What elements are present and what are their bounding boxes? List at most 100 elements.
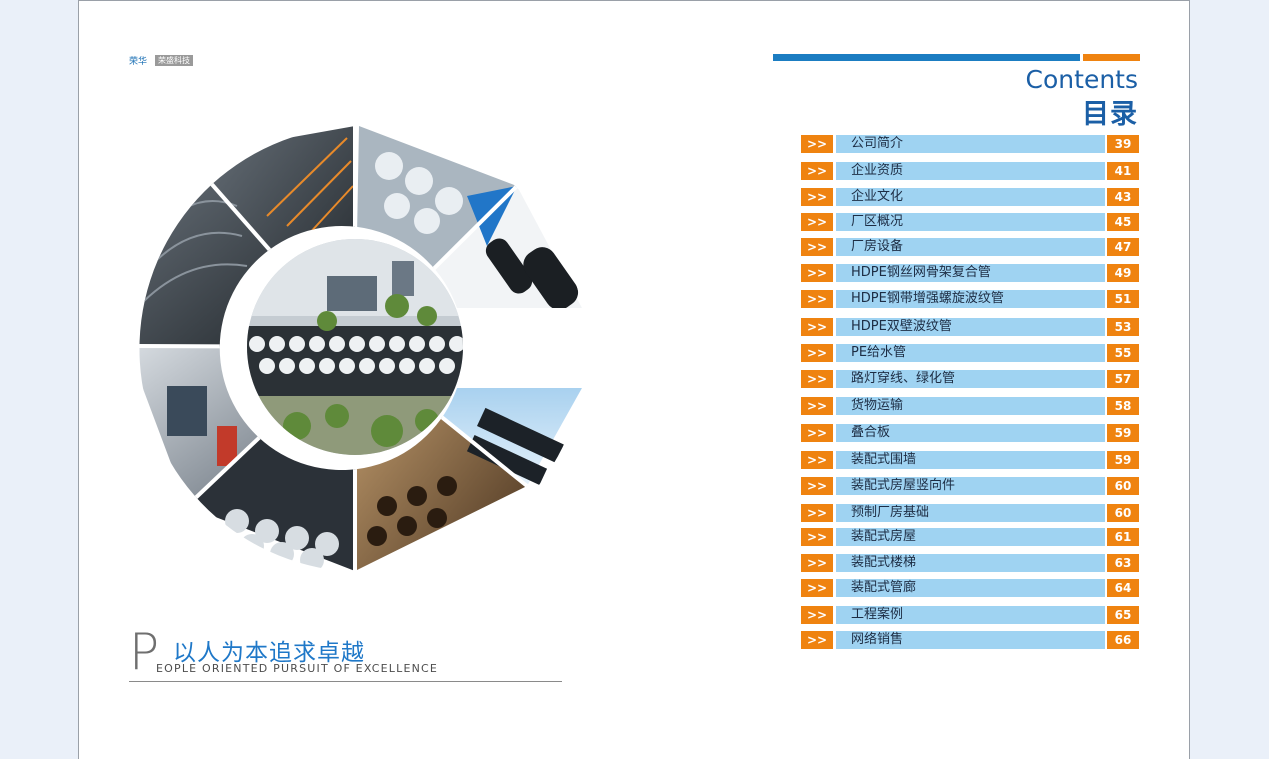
contents-title-chinese: 目录 [1082, 99, 1138, 130]
toc-page-number: 45 [1107, 213, 1139, 231]
toc-row[interactable]: >> HDPE钢丝网骨架复合管 49 [801, 264, 1139, 282]
toc-bar [836, 213, 1105, 231]
toc-label: 装配式房屋 [851, 529, 917, 544]
toc-bar [836, 290, 1105, 308]
toc-arrow-icon: >> [801, 370, 833, 388]
toc-row[interactable]: >> 企业资质 41 [801, 162, 1139, 180]
toc-page-number: 58 [1107, 397, 1139, 415]
toc-bar [836, 344, 1105, 362]
toc-arrow-icon: >> [801, 631, 833, 649]
toc-page-number: 65 [1107, 606, 1139, 624]
toc-page-number: 47 [1107, 238, 1139, 256]
toc-row[interactable]: >> 装配式围墙 59 [801, 451, 1139, 469]
toc-row[interactable]: >> 工程案例 65 [801, 606, 1139, 624]
toc-bar [836, 504, 1105, 522]
toc-row[interactable]: >> HDPE双壁波纹管 53 [801, 318, 1139, 336]
toc-arrow-icon: >> [801, 579, 833, 597]
slogan-chinese: 以人为本追求卓越 [173, 640, 365, 666]
toc-label: 企业文化 [851, 189, 904, 204]
toc-bar [836, 188, 1105, 206]
slogan-english: EOPLE ORIENTED PURSUIT OF EXCELLENCE [156, 662, 439, 675]
toc-label: 装配式房屋竖向件 [851, 478, 956, 493]
toc-arrow-icon: >> [801, 528, 833, 546]
toc-label: 企业资质 [851, 163, 904, 178]
slogan-underline [129, 681, 562, 682]
toc-row[interactable]: >> 货物运输 58 [801, 397, 1139, 415]
toc-page-number: 51 [1107, 290, 1139, 308]
toc-page-number: 39 [1107, 135, 1139, 153]
toc-bar [836, 451, 1105, 469]
toc-label: 工程案例 [851, 607, 904, 622]
toc-page-number: 53 [1107, 318, 1139, 336]
toc-arrow-icon: >> [801, 238, 833, 256]
toc-bar [836, 264, 1105, 282]
toc-arrow-icon: >> [801, 504, 833, 522]
toc-label: 厂区概况 [851, 214, 904, 229]
toc-page-number: 43 [1107, 188, 1139, 206]
toc-row[interactable]: >> 装配式房屋竖向件 60 [801, 477, 1139, 495]
toc-bar [836, 477, 1105, 495]
toc-page-number: 57 [1107, 370, 1139, 388]
toc-label: HDPE钢丝网骨架复合管 [851, 265, 991, 280]
toc-bar [836, 554, 1105, 572]
toc-bar [836, 606, 1105, 624]
toc-row[interactable]: >> 叠合板 59 [801, 424, 1139, 442]
header-bar-orange [1083, 54, 1140, 61]
toc-arrow-icon: >> [801, 213, 833, 231]
toc-row[interactable]: >> 厂房设备 47 [801, 238, 1139, 256]
toc-row[interactable]: >> 企业文化 43 [801, 188, 1139, 206]
toc-arrow-icon: >> [801, 290, 833, 308]
toc-bar [836, 162, 1105, 180]
toc-page-number: 55 [1107, 344, 1139, 362]
toc-row[interactable]: >> 公司简介 39 [801, 135, 1139, 153]
toc-arrow-icon: >> [801, 264, 833, 282]
toc-arrow-icon: >> [801, 424, 833, 442]
header-bar-blue [773, 54, 1080, 61]
collage-svg [139, 126, 582, 572]
toc-label: 网络销售 [851, 632, 904, 647]
brand-name: 荣华 [129, 57, 148, 67]
toc-page-number: 59 [1107, 451, 1139, 469]
toc-bar [836, 318, 1105, 336]
toc-bar [836, 135, 1105, 153]
toc-arrow-icon: >> [801, 344, 833, 362]
toc-arrow-icon: >> [801, 318, 833, 336]
toc-row[interactable]: >> HDPE钢带增强螺旋波纹管 51 [801, 290, 1139, 308]
toc-row[interactable]: >> 网络销售 66 [801, 631, 1139, 649]
toc-bar [836, 238, 1105, 256]
toc-label: HDPE钢带增强螺旋波纹管 [851, 291, 1004, 306]
pipe-photo-collage [127, 126, 582, 572]
toc-bar [836, 631, 1105, 649]
toc-page-number: 60 [1107, 504, 1139, 522]
toc-label: 装配式楼梯 [851, 555, 917, 570]
toc-arrow-icon: >> [801, 451, 833, 469]
toc-label: 叠合板 [851, 425, 891, 440]
toc-label: 厂房设备 [851, 239, 904, 254]
brand-tag: 荣盛科技 [155, 55, 194, 66]
toc-row[interactable]: >> 预制厂房基础 60 [801, 504, 1139, 522]
toc-page-number: 60 [1107, 477, 1139, 495]
toc-page-number: 41 [1107, 162, 1139, 180]
toc-arrow-icon: >> [801, 477, 833, 495]
toc-page-number: 66 [1107, 631, 1139, 649]
toc-row[interactable]: >> 装配式楼梯 63 [801, 554, 1139, 572]
toc-label: 货物运输 [851, 398, 904, 413]
toc-bar [836, 424, 1105, 442]
toc-row[interactable]: >> 装配式房屋 61 [801, 528, 1139, 546]
toc-row[interactable]: >> 厂区概况 45 [801, 213, 1139, 231]
toc-page-number: 49 [1107, 264, 1139, 282]
slogan-initial: P [129, 623, 160, 681]
toc-row[interactable]: >> 路灯穿线、绿化管 57 [801, 370, 1139, 388]
toc-page-number: 64 [1107, 579, 1139, 597]
toc-label: PE给水管 [851, 345, 907, 360]
toc-arrow-icon: >> [801, 135, 833, 153]
toc-row[interactable]: >> 装配式管廊 64 [801, 579, 1139, 597]
toc-arrow-icon: >> [801, 162, 833, 180]
toc-arrow-icon: >> [801, 188, 833, 206]
toc-label: 路灯穿线、绿化管 [851, 371, 956, 386]
toc-page-number: 63 [1107, 554, 1139, 572]
toc-bar [836, 579, 1105, 597]
toc-arrow-icon: >> [801, 397, 833, 415]
toc-row[interactable]: >> PE给水管 55 [801, 344, 1139, 362]
toc-label: 预制厂房基础 [851, 505, 930, 520]
